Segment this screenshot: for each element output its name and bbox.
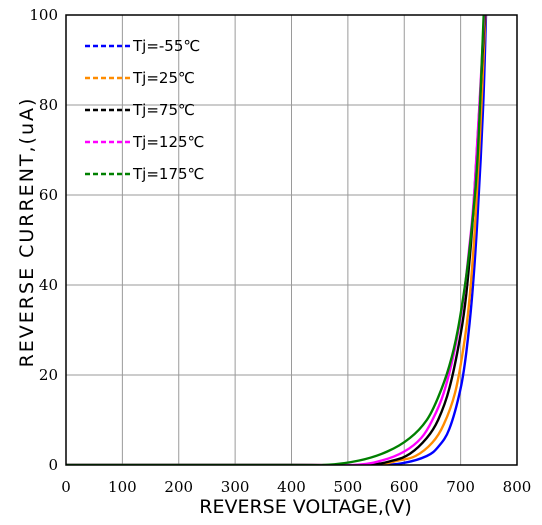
x-tick-label: 800 — [503, 478, 532, 496]
series-line-0 — [66, 15, 488, 465]
legend: Tj=-55℃ Tj=25℃ Tj=75℃ Tj=125℃ Tj=175℃ — [85, 37, 204, 183]
legend-label-1: Tj=25℃ — [132, 69, 195, 87]
x-axis-title: REVERSE VOLTAGE,(V) — [199, 496, 412, 518]
x-tick-label: 500 — [334, 478, 363, 496]
x-tick-label: 200 — [164, 478, 193, 496]
tick-labels: 0 100 200 300 400 500 600 700 800 0 20 40 60 80 100 — [29, 6, 531, 496]
y-tick-label: 20 — [39, 366, 58, 384]
legend-label-0: Tj=-55℃ — [132, 37, 200, 55]
legend-label-3: Tj=125℃ — [132, 133, 204, 151]
x-tick-label: 700 — [446, 478, 475, 496]
series-line-1 — [66, 15, 487, 465]
y-tick-label: 40 — [39, 276, 58, 294]
legend-label-2: Tj=75℃ — [132, 101, 195, 119]
x-tick-label: 0 — [61, 478, 71, 496]
y-axis-title: REVERSE CURRENT,(uA) — [16, 97, 38, 368]
plot-frame — [65, 14, 518, 466]
x-tick-label: 100 — [108, 478, 137, 496]
series-layer — [66, 15, 488, 465]
x-tick-label: 400 — [277, 478, 306, 496]
x-tick-label: 300 — [221, 478, 250, 496]
y-tick-label: 80 — [39, 96, 58, 114]
legend-label-4: Tj=175℃ — [132, 165, 204, 183]
y-tick-label: 60 — [39, 186, 58, 204]
y-tick-label: 0 — [48, 456, 58, 474]
y-tick-label: 100 — [29, 6, 58, 24]
x-tick-label: 600 — [390, 478, 419, 496]
series-line-4 — [66, 15, 485, 465]
